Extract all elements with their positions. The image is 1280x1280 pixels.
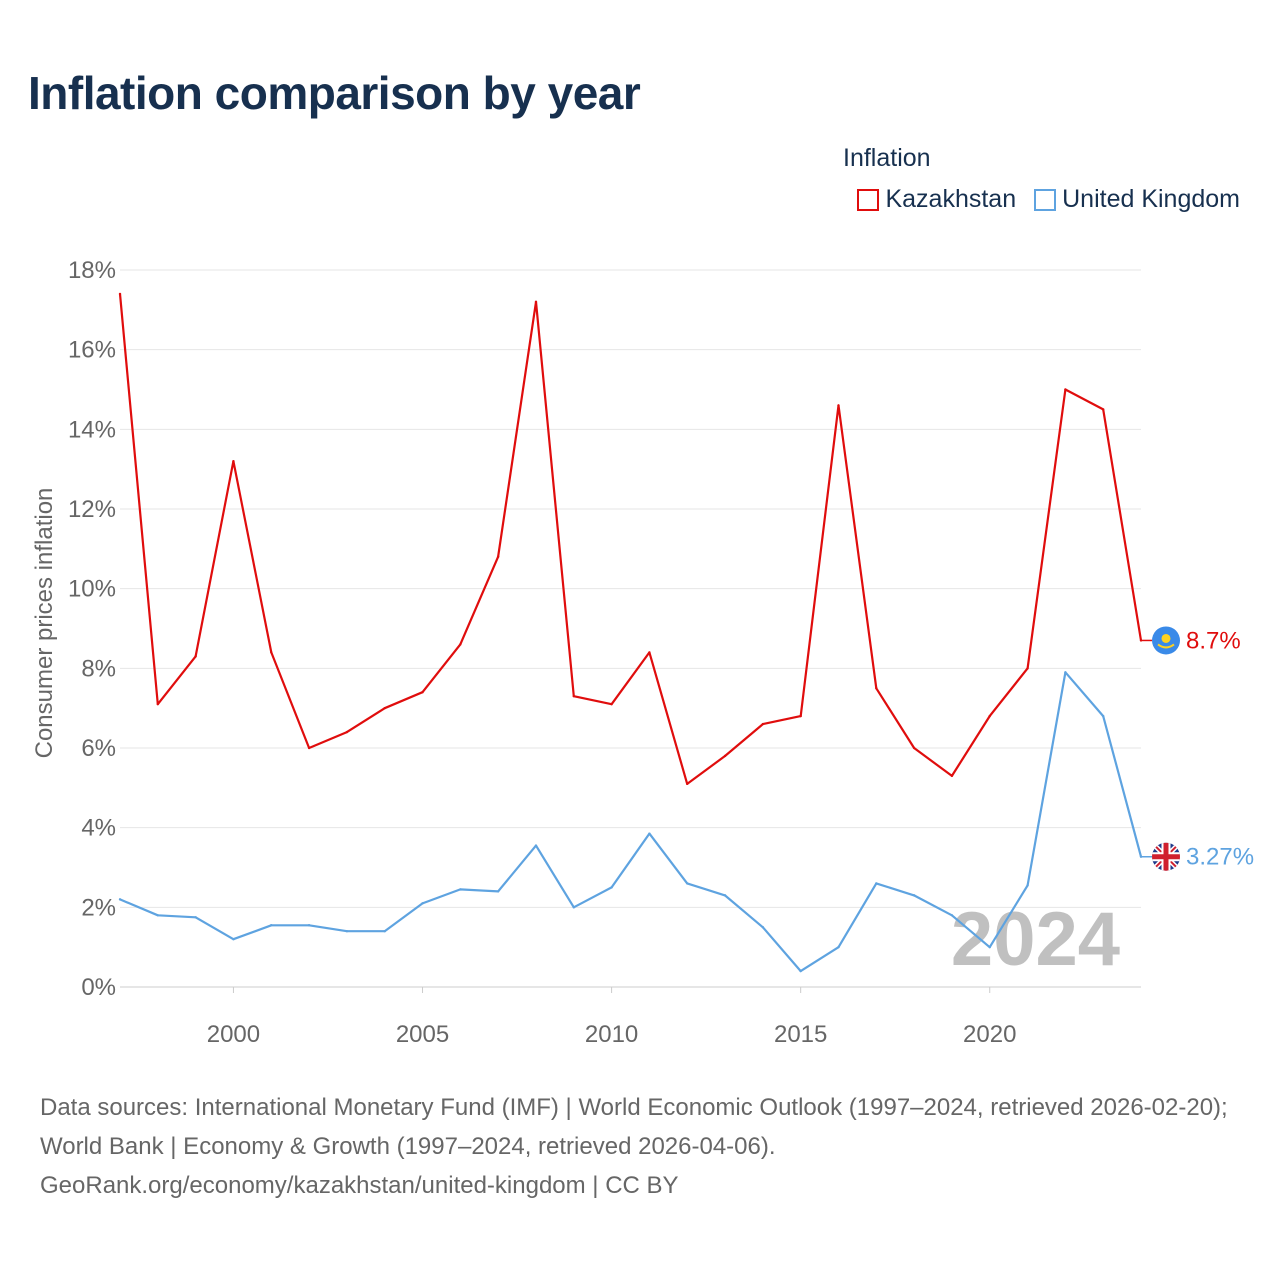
- data-point-kazakhstan: [610, 702, 613, 706]
- uk-flag-icon: [1152, 842, 1180, 871]
- legend-item-united-kingdom[interactable]: United Kingdom: [1034, 185, 1240, 214]
- data-point-kazakhstan: [1101, 408, 1105, 411]
- data-point-united-kingdom: [950, 914, 954, 917]
- data-point-kazakhstan: [1064, 388, 1067, 391]
- data-point-united-kingdom: [761, 926, 765, 929]
- data-point-united-kingdom: [232, 938, 235, 941]
- data-point-kazakhstan: [950, 774, 954, 778]
- line-chart: 0% 2% 4% 6% 8% 10% 12% 14% 16% 18% 2000 2005 2010 20…: [31, 257, 1254, 1048]
- data-point-united-kingdom: [421, 902, 424, 905]
- end-value-label-united-kingdom: 3.27%: [1186, 844, 1254, 871]
- data-point-united-kingdom: [194, 916, 197, 919]
- data-point-kazakhstan: [875, 687, 878, 690]
- data-point-kazakhstan: [194, 655, 197, 658]
- data-point-kazakhstan: [648, 651, 651, 654]
- kazakhstan-flag-icon: [1152, 626, 1180, 655]
- data-point-united-kingdom: [648, 832, 651, 835]
- data-point-kazakhstan: [496, 555, 500, 558]
- legend-swatch-united-kingdom: [1034, 188, 1057, 211]
- data-point-united-kingdom: [686, 882, 689, 885]
- series-line-united-kingdom[interactable]: [119, 671, 1143, 973]
- legend-label-kazakhstan: Kazakhstan: [885, 185, 1017, 213]
- data-point-united-kingdom: [837, 945, 840, 949]
- y-tick-label: 8%: [81, 655, 116, 682]
- x-tick-label: 2005: [396, 1021, 449, 1048]
- data-point-kazakhstan: [534, 300, 538, 304]
- data-point-kazakhstan: [459, 643, 462, 646]
- y-tick-label: 10%: [68, 576, 116, 603]
- data-point-united-kingdom: [307, 924, 311, 927]
- data-point-united-kingdom: [156, 914, 160, 917]
- data-point-united-kingdom: [610, 886, 613, 889]
- data-point-united-kingdom: [723, 894, 727, 897]
- data-point-kazakhstan: [686, 782, 689, 786]
- data-point-united-kingdom: [345, 930, 349, 933]
- data-point-united-kingdom: [912, 894, 916, 897]
- data-point-united-kingdom: [1064, 671, 1067, 674]
- x-tick-label: 2010: [585, 1021, 638, 1048]
- year-watermark: 2024: [951, 897, 1120, 982]
- legend-title: Inflation: [843, 144, 931, 172]
- data-point-united-kingdom: [496, 890, 500, 893]
- y-tick-label: 6%: [81, 735, 116, 762]
- y-tick-label: 4%: [81, 815, 116, 842]
- data-point-kazakhstan: [761, 722, 765, 726]
- data-point-united-kingdom: [875, 882, 878, 885]
- data-point-kazakhstan: [799, 714, 802, 718]
- data-point-united-kingdom: [383, 930, 386, 933]
- attribution-link[interactable]: GeoRank.org/economy/kazakhstan/united-ki…: [40, 1172, 679, 1199]
- data-point-kazakhstan: [383, 706, 386, 710]
- legend-swatch-kazakhstan: [857, 188, 880, 211]
- data-point-kazakhstan: [307, 746, 311, 750]
- data-point-united-kingdom: [1101, 714, 1105, 718]
- data-point-kazakhstan: [270, 651, 273, 654]
- y-tick-label: 2%: [81, 894, 116, 921]
- data-point-united-kingdom: [270, 924, 273, 927]
- x-tick-label: 2000: [207, 1021, 260, 1048]
- chart-title: Inflation comparison by year: [28, 67, 641, 119]
- x-tick-label: 2020: [963, 1021, 1016, 1048]
- y-axis-label: Consumer prices inflation: [31, 488, 58, 759]
- data-point-kazakhstan: [156, 702, 160, 706]
- footer: Data sources: International Monetary Fun…: [40, 1088, 1250, 1205]
- data-point-kazakhstan: [1026, 667, 1029, 670]
- data-sources-text: Data sources: International Monetary Fun…: [40, 1094, 1228, 1160]
- end-value-label-kazakhstan: 8.7%: [1186, 627, 1241, 654]
- legend-item-kazakhstan[interactable]: Kazakhstan: [857, 185, 1016, 214]
- y-tick-label: 12%: [68, 496, 116, 523]
- data-point-kazakhstan: [421, 691, 424, 694]
- y-tick-label: 14%: [68, 416, 116, 443]
- data-point-united-kingdom: [459, 888, 462, 891]
- data-point-kazakhstan: [232, 460, 235, 463]
- data-point-united-kingdom: [799, 969, 802, 973]
- data-point-united-kingdom: [1026, 884, 1029, 887]
- data-point-united-kingdom: [118, 898, 122, 901]
- data-point-united-kingdom: [988, 945, 991, 949]
- data-point-united-kingdom: [534, 844, 538, 847]
- data-point-kazakhstan: [723, 754, 727, 758]
- legend: Kazakhstan United Kingdom: [857, 185, 1240, 214]
- data-point-kazakhstan: [118, 292, 122, 296]
- y-tick-label: 16%: [68, 337, 116, 364]
- data-point-united-kingdom: [572, 906, 575, 909]
- y-tick-label: 18%: [68, 257, 116, 284]
- legend-label-united-kingdom: United Kingdom: [1062, 185, 1240, 213]
- data-point-kazakhstan: [837, 404, 840, 407]
- data-point-kazakhstan: [345, 730, 349, 734]
- x-tick-label: 2015: [774, 1021, 827, 1048]
- data-point-kazakhstan: [988, 714, 991, 718]
- y-tick-label: 0%: [81, 974, 116, 1001]
- series-line-kazakhstan[interactable]: [118, 293, 1143, 786]
- data-point-kazakhstan: [572, 695, 575, 698]
- data-point-kazakhstan: [912, 746, 916, 750]
